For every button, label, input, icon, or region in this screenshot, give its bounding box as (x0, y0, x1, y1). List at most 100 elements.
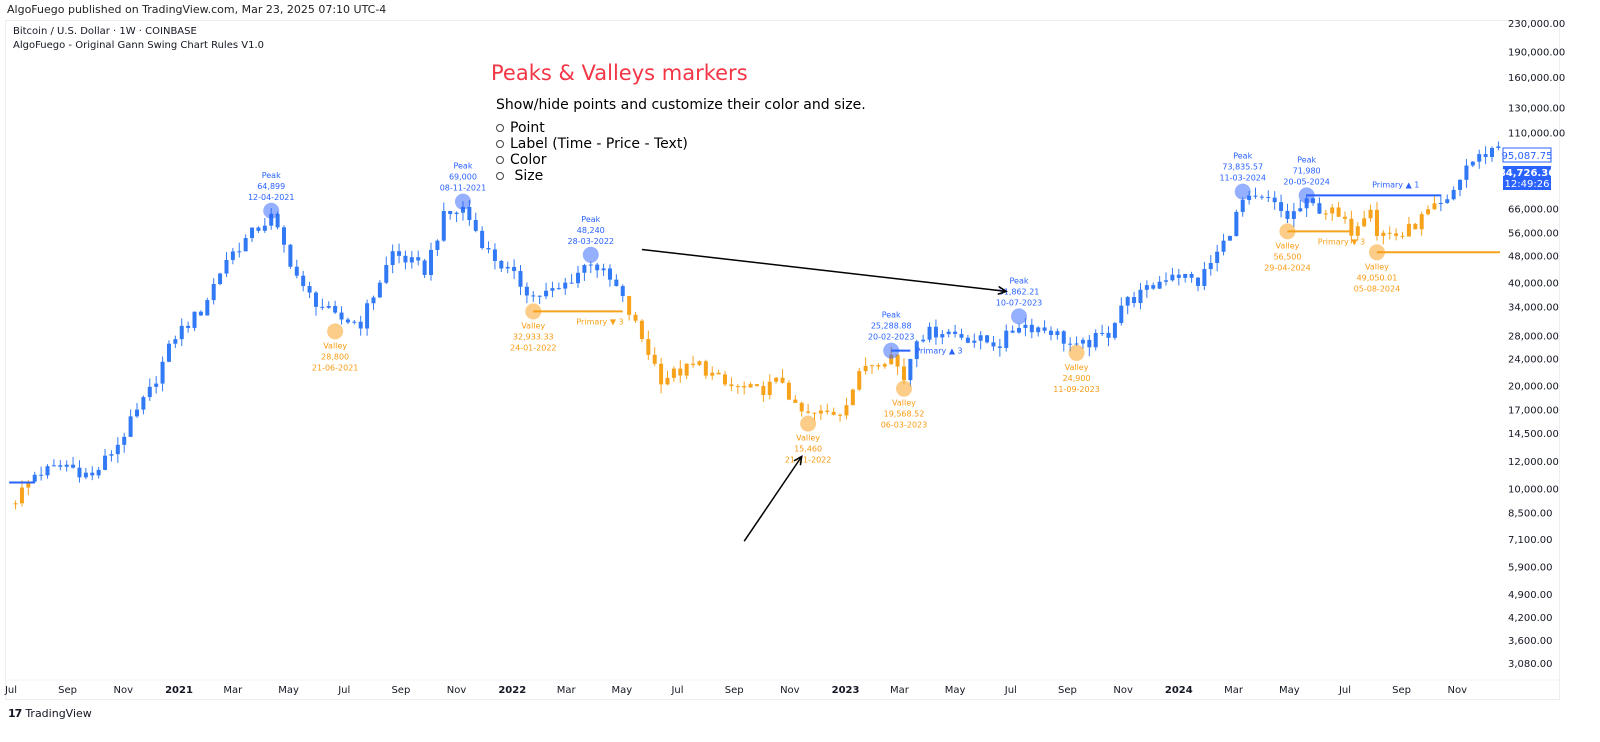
time-tick: Jul (4, 685, 17, 696)
candle-body (313, 292, 318, 307)
candle-body (205, 300, 210, 316)
candle-body (1323, 213, 1328, 215)
candle-body (1349, 218, 1354, 236)
swing-level-label: Primary ▼ 3 (576, 317, 623, 326)
candle (45, 464, 50, 479)
candle-body (134, 409, 139, 417)
peak-point (582, 246, 599, 263)
candle-body (735, 386, 740, 388)
tradingview-brand[interactable]: 17 TradingView (8, 707, 92, 720)
candle-body (454, 212, 459, 215)
candle (614, 274, 619, 287)
candle-body (595, 264, 600, 271)
time-tick: Jul (1004, 685, 1017, 696)
valley-label: 24-01-2022 (510, 343, 557, 352)
last-visible-price-box (1502, 147, 1552, 163)
candle-body (1087, 339, 1092, 348)
candle (985, 335, 990, 344)
candle-body (301, 275, 306, 287)
candle-body (1247, 195, 1252, 200)
peak-label: 20-05-2024 (1283, 177, 1330, 186)
candle (754, 384, 759, 387)
candle-body (154, 383, 159, 387)
candle (1093, 329, 1098, 351)
candle-body (173, 339, 178, 344)
candle (1112, 322, 1117, 340)
candle-body (1189, 274, 1194, 278)
candle (1323, 209, 1328, 220)
candle-body (1017, 327, 1022, 333)
candle-body (409, 257, 414, 263)
candle-body (1406, 223, 1411, 237)
candle-body (230, 251, 235, 260)
valley-label: 21-06-2021 (312, 363, 359, 372)
candle (652, 347, 657, 367)
candle (1240, 197, 1245, 217)
candle (1183, 273, 1188, 283)
candle-body (441, 211, 446, 241)
candle-body (972, 340, 977, 343)
candle-body (1362, 218, 1367, 227)
candle (659, 357, 664, 394)
time-tick: Mar (223, 685, 243, 696)
valley-label: 05-08-2024 (1354, 284, 1401, 293)
swing-level-label: Primary ▲ 1 (1372, 180, 1419, 189)
symbol-legend[interactable]: Bitcoin / U.S. Dollar · 1W · COINBASE (13, 26, 197, 37)
candle (946, 328, 951, 338)
candle (32, 471, 37, 484)
candle-body (58, 465, 63, 467)
candle (601, 263, 606, 277)
candle (1164, 272, 1169, 286)
candle (1119, 297, 1124, 326)
candle (1227, 235, 1232, 241)
indicator-legend[interactable]: AlgoFuego - Original Gann Swing Chart Ru… (13, 40, 264, 51)
valley-label: Valley (521, 321, 545, 330)
candle-body (1119, 305, 1124, 324)
candle-body (13, 503, 18, 505)
valley-label: 56,500 (1273, 252, 1301, 261)
candle-body (147, 386, 152, 398)
valley-marker: Valley 56,500 29-04-2024 (1264, 223, 1311, 272)
candle-body (1036, 327, 1041, 333)
note-bullet: Label (Time - Price - Text) (496, 137, 688, 152)
valley-label: 21-11-2022 (785, 456, 832, 465)
candle-body (1195, 277, 1200, 286)
candle (742, 381, 747, 395)
time-tick: May (611, 685, 632, 696)
candle-body (1055, 331, 1060, 336)
valley-marker: Valley 24,900 11-09-2023 (1053, 344, 1100, 394)
peak-label: Peak (882, 311, 901, 320)
candle-body (243, 238, 248, 252)
candle-body (914, 341, 919, 360)
valley-marker: Valley 49,050.01 05-08-2024 (1354, 244, 1401, 293)
candle (435, 239, 440, 257)
candle (1419, 211, 1424, 236)
candle-body (1132, 297, 1137, 304)
candle (1132, 291, 1137, 308)
candle (243, 234, 248, 252)
candle (211, 278, 216, 305)
time-tick: May (945, 685, 966, 696)
candle (1176, 269, 1181, 286)
candle (576, 265, 581, 288)
candle-body (256, 227, 261, 231)
candle-body (371, 297, 376, 304)
candle (141, 395, 146, 415)
candle (908, 358, 913, 387)
candle (1291, 202, 1296, 228)
candle-body (1470, 161, 1475, 166)
peak-label: 73,835.57 (1222, 163, 1263, 172)
candle-body (940, 334, 945, 338)
candle-body (588, 264, 593, 266)
peak-label: 25,288.88 (871, 322, 912, 331)
candle-body (448, 211, 453, 215)
candle-body (64, 464, 69, 467)
valley-label: Valley (1276, 241, 1300, 250)
candle-body (1298, 208, 1303, 212)
candle-body (141, 397, 146, 410)
price-tick: 4,200.00 (1508, 613, 1553, 624)
peak-label: 08-11-2021 (440, 184, 487, 193)
chart-pane[interactable] (5, 20, 1560, 700)
candle (288, 244, 293, 269)
